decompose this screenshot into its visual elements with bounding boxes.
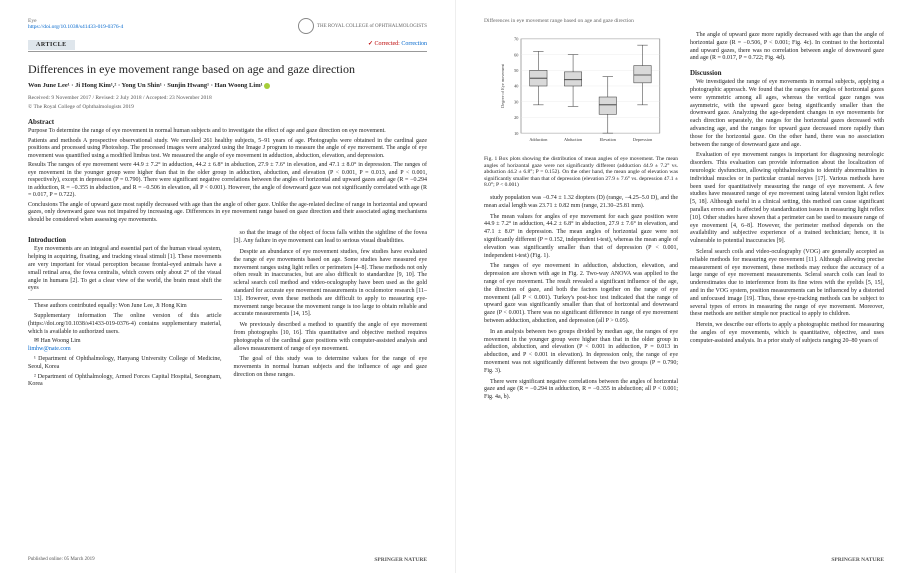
svg-text:Degree of Eye movement: Degree of Eye movement bbox=[500, 63, 505, 108]
r2-p1: The angle of upward gaze more rapidly de… bbox=[690, 32, 884, 63]
page-spread: Eye https://doi.org/10.1038/s41433-019-0… bbox=[0, 0, 913, 573]
r1-p4: In an analysis between two groups divide… bbox=[484, 329, 678, 376]
abstract-heading: Abstract bbox=[28, 118, 427, 126]
abstract-purpose: Purpose To determine the range of eye mo… bbox=[28, 128, 427, 136]
authors: Won June Lee¹ · Ji Hong Kim¹,² · Yong Un… bbox=[28, 82, 427, 89]
svg-text:60: 60 bbox=[514, 52, 518, 57]
right-columns: 10 20 30 40 50 60 70 Degree of Eye movement Addu… bbox=[484, 32, 884, 405]
svg-text:Depression: Depression bbox=[633, 137, 653, 142]
abstract: Abstract Purpose To determine the range … bbox=[28, 118, 427, 224]
springer-logo: SPRINGER NATURE bbox=[374, 557, 427, 563]
publisher-logo-right: THE ROYAL COLLEGE of OPHTHALMOLOGISTS bbox=[298, 18, 427, 34]
copyright: © The Royal College of Ophthalmologists … bbox=[28, 104, 427, 110]
corrected-label: Corrected: bbox=[375, 41, 400, 47]
check-icon: ✓ bbox=[368, 41, 373, 47]
pub-date: Published online: 05 March 2019 bbox=[28, 557, 95, 563]
orcid-icon bbox=[264, 83, 270, 89]
corr-email[interactable]: limhw@nate.com bbox=[28, 346, 71, 352]
svg-text:50: 50 bbox=[514, 68, 518, 73]
intro-heading: Introduction bbox=[28, 236, 222, 244]
footnote-box: These authors contributed equally: Won J… bbox=[28, 299, 222, 389]
right-col-1: 10 20 30 40 50 60 70 Degree of Eye movement Addu… bbox=[484, 32, 678, 405]
doi-link[interactable]: https://doi.org/10.1038/s41433-019-0376-… bbox=[28, 24, 123, 30]
r2-p3: Evaluation of eye movement ranges is imp… bbox=[690, 152, 884, 246]
dates: Received: 9 November 2017 / Revised: 2 J… bbox=[28, 95, 427, 101]
svg-text:Elevation: Elevation bbox=[600, 137, 617, 142]
separator bbox=[28, 51, 427, 52]
svg-text:Adduction: Adduction bbox=[529, 137, 548, 142]
r2-p4: Scleral search coils and video-oculograp… bbox=[690, 249, 884, 319]
correction-link[interactable]: Correction bbox=[401, 41, 427, 47]
intro-p2: so that the image of the object of focus… bbox=[234, 230, 428, 246]
running-head: Differences in eye movement range based … bbox=[484, 18, 884, 24]
authors-text: Won June Lee¹ · Ji Hong Kim¹,² · Yong Un… bbox=[28, 82, 263, 89]
affiliation-1: ¹ Department of Ophthalmology, Hanyang U… bbox=[28, 356, 222, 372]
left-footer: Published online: 05 March 2019 SPRINGER… bbox=[28, 557, 427, 563]
svg-text:20: 20 bbox=[514, 115, 518, 120]
abstract-conclusions: Conclusions The angle of upward gaze mos… bbox=[28, 202, 427, 225]
supp-info: Supplementary information The online ver… bbox=[28, 313, 222, 336]
svg-text:70: 70 bbox=[514, 37, 518, 42]
article-badge: ARTICLE bbox=[28, 40, 75, 50]
affiliation-2: ² Department of Ophthalmology, Armed For… bbox=[28, 374, 222, 390]
svg-text:40: 40 bbox=[514, 84, 518, 89]
top-meta: Eye https://doi.org/10.1038/s41433-019-0… bbox=[28, 18, 427, 34]
equal-contrib: These authors contributed equally: Won J… bbox=[28, 303, 222, 311]
page-left: Eye https://doi.org/10.1038/s41433-019-0… bbox=[0, 0, 456, 573]
svg-text:30: 30 bbox=[514, 99, 518, 104]
discussion-heading: Discussion bbox=[690, 69, 884, 77]
svg-text:10: 10 bbox=[514, 131, 518, 136]
intro-p4: We previously described a method to quan… bbox=[234, 322, 428, 353]
body-columns: Introduction Eye movements are an integr… bbox=[28, 230, 427, 389]
right-col-2: The angle of upward gaze more rapidly de… bbox=[690, 32, 884, 405]
correction-line: ✓ Corrected: Correction bbox=[28, 40, 427, 47]
svg-text:Abduction: Abduction bbox=[564, 137, 583, 142]
springer-logo-right: SPRINGER NATURE bbox=[831, 557, 884, 563]
page-right: Differences in eye movement range based … bbox=[456, 0, 912, 573]
figure-1-caption: Fig. 1 Box plots showing the distributio… bbox=[484, 156, 678, 189]
r2-p2: We investigated the range of eye movemen… bbox=[690, 79, 884, 149]
r1-p2: The mean values for angles of eye moveme… bbox=[484, 214, 678, 261]
abstract-results: Results The ranges of eye movement were … bbox=[28, 162, 427, 200]
intro-p1: Eye movements are an integral and essent… bbox=[28, 246, 222, 293]
intro-p5: The goal of this study was to determine … bbox=[234, 356, 428, 379]
publisher-text: THE ROYAL COLLEGE of OPHTHALMOLOGISTS bbox=[317, 24, 427, 29]
r1-p3: The ranges of eye movement in adduction,… bbox=[484, 263, 678, 325]
article-title: Differences in eye movement range based … bbox=[28, 62, 427, 76]
r1-p1: study population was −0.74 ± 1.32 diopte… bbox=[484, 195, 678, 211]
r1-p5: There were significant negative correlat… bbox=[484, 379, 678, 402]
right-footer: SPRINGER NATURE bbox=[484, 557, 884, 563]
crest-icon bbox=[298, 18, 314, 34]
intro-p3: Despite an abundance of eye movement stu… bbox=[234, 249, 428, 319]
abstract-patients: Patients and methods A prospective obser… bbox=[28, 138, 427, 161]
r2-p5: Herein, we describe our efforts to apply… bbox=[690, 322, 884, 345]
figure-1-boxplot: 10 20 30 40 50 60 70 Degree of Eye movement Addu… bbox=[491, 32, 671, 152]
corr-author: Han Woong Lim bbox=[41, 338, 81, 344]
